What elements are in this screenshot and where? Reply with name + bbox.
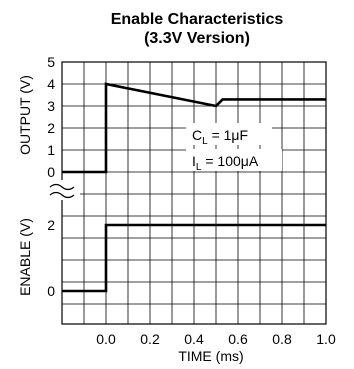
x-tick-label-4: 0.8 [272, 331, 292, 347]
y-tick-label-p1-0: 0 [47, 283, 55, 299]
x-tick-label-1: 0.2 [140, 331, 160, 347]
axis-break-mark-bottom [49, 191, 75, 199]
annotation-il: IL = 100μA [186, 149, 282, 173]
annotation-il-text: IL = 100μA [192, 153, 259, 173]
axis-break [49, 180, 80, 200]
y-tick-label-p1-1: 2 [47, 217, 55, 233]
annotation-cl-text: CL = 1μF [192, 127, 248, 147]
annotation-cl-bg [186, 123, 272, 145]
chart-subtitle: (3.3V Version) [144, 30, 250, 47]
enable-axis-label: ENABLE (V) [17, 218, 33, 296]
axis-break-mark-top [49, 183, 75, 191]
chart-title: Enable Characteristics [111, 11, 284, 28]
x-tick-label-2: 0.4 [184, 331, 204, 347]
y-tick-label-p0-5: 5 [47, 54, 55, 70]
annotation-cl: CL = 1μF [186, 123, 272, 147]
x-tick-label-5: 1.0 [316, 331, 336, 347]
series-lines [62, 82, 326, 293]
tick-labels: 0 1 2 3 4 5 0 2 0.0 0.2 0.4 0.6 0.8 1.0 [47, 54, 336, 347]
output-axis-label: OUTPUT (V) [17, 75, 33, 155]
y-tick-label-p0-2: 2 [47, 120, 55, 136]
output-voltage-line-0 [62, 82, 326, 174]
y-tick-label-p0-0: 0 [47, 164, 55, 180]
x-axis-label: TIME (ms) [178, 348, 243, 364]
x-tick-label-3: 0.6 [228, 331, 248, 347]
annotation-il-bg [186, 149, 282, 171]
x-tick-label-0: 0.0 [96, 331, 116, 347]
enable-voltage-line-0 [62, 223, 326, 293]
y-tick-label-p0-3: 3 [47, 98, 55, 114]
y-tick-label-p0-4: 4 [47, 76, 55, 92]
y-tick-label-p0-1: 1 [47, 142, 55, 158]
